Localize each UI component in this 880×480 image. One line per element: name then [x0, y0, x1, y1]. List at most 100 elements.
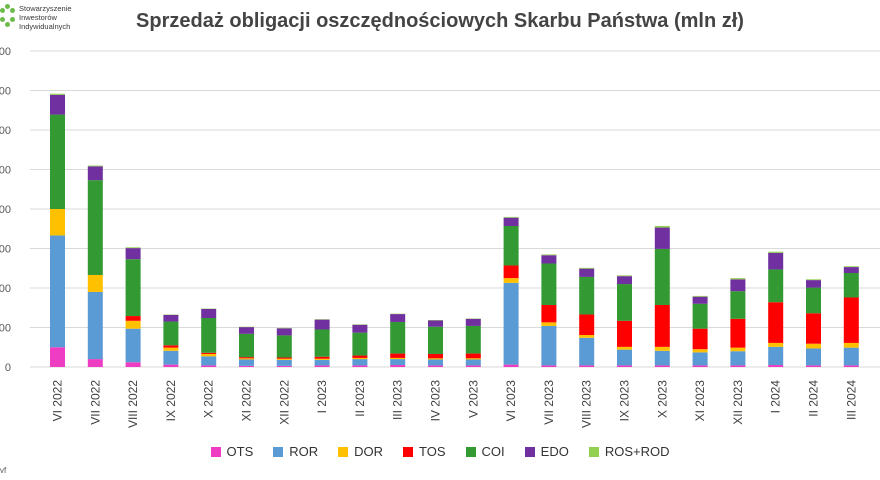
y-tick-label: 2000 [0, 283, 11, 295]
x-tick-label: VIII 2022 [126, 380, 140, 428]
bar-segment [730, 291, 746, 319]
legend-label: ROS+ROD [604, 444, 670, 459]
bar-segment [314, 329, 330, 357]
bar-segment [276, 358, 292, 360]
bar-segment [541, 325, 557, 366]
bar-segment [503, 225, 519, 266]
bar-segment [352, 355, 368, 358]
bar-segment [692, 295, 708, 297]
bar-segment [541, 304, 557, 323]
bar-segment [314, 359, 330, 366]
bar-segment [579, 337, 595, 366]
bar-segment [843, 347, 859, 366]
x-tick-label: VI 2022 [51, 380, 65, 422]
bar-segment [465, 353, 481, 359]
bar-segment [239, 359, 254, 366]
bar-segment [503, 282, 519, 365]
bar-segment [503, 278, 519, 283]
bar-segment [730, 279, 746, 292]
bar-segment [617, 349, 632, 366]
bar-segment [390, 321, 406, 354]
bar-segment [654, 304, 670, 347]
legend-label: COI [481, 444, 505, 459]
bar-segment [352, 357, 368, 360]
bar-segment [201, 356, 217, 366]
bar-segment [843, 365, 859, 367]
bar-segment [692, 296, 708, 304]
bar-segment [730, 318, 746, 348]
x-tick-label: III 2024 [844, 380, 858, 420]
bar-segment [806, 279, 821, 281]
x-tick-label: VII 2023 [542, 380, 556, 425]
logo-line-2: Inwestorów [19, 13, 57, 22]
bar-segment [654, 350, 670, 366]
x-tick-label: IX 2023 [618, 380, 632, 422]
x-tick-label: VII 2022 [88, 380, 102, 425]
bar-segment [276, 359, 292, 366]
legend-item: ROR [273, 444, 318, 459]
bar-segment [428, 320, 443, 327]
bar-segment [617, 275, 632, 277]
x-tick-label: I 2024 [769, 380, 783, 414]
bar-segment [50, 235, 65, 348]
x-tick-label: II 2023 [353, 380, 367, 417]
bar-segment [692, 303, 708, 329]
x-tick-label: X 2023 [655, 380, 669, 418]
x-tick-label: XI 2022 [240, 380, 254, 422]
bar-segment [125, 362, 141, 367]
bar-segment [692, 352, 708, 366]
bar-segment [617, 346, 632, 350]
bar-segment [352, 332, 368, 356]
bar-segment [579, 267, 595, 269]
bar-segment [768, 346, 784, 366]
bar-segment [201, 318, 217, 353]
bar-segment [541, 322, 557, 326]
bar-segment [50, 93, 65, 95]
bar-segment [239, 327, 254, 334]
bar-segment [276, 328, 292, 336]
bar-segment [239, 365, 254, 367]
legend-item: ROS+ROD [588, 444, 670, 459]
legend-label: TOS [419, 444, 446, 459]
bar-segment [390, 365, 406, 367]
legend-label: DOR [354, 444, 384, 459]
bar-segment [806, 365, 821, 367]
footer-note: vf [0, 466, 7, 475]
bar-segment [125, 316, 141, 321]
y-tick-label: 5000 [0, 165, 11, 177]
bar-segment [390, 314, 406, 322]
bar-segment [806, 280, 821, 288]
bar-segment [654, 227, 670, 249]
bar-segment [352, 365, 368, 367]
bar-segment [768, 342, 784, 347]
bar-segment [163, 314, 179, 322]
x-tick-label: IX 2022 [164, 380, 178, 422]
bar-segment [125, 320, 141, 329]
bar-segment [843, 342, 859, 348]
x-tick-label: VI 2023 [504, 380, 518, 422]
bar-segment [692, 349, 708, 353]
bar-segment [314, 358, 330, 360]
bar-segment [768, 251, 784, 253]
bar-segment [465, 358, 481, 360]
logo-text: Stowarzyszenie Inwestorów Indywidualnych [19, 4, 72, 31]
bar-segment [163, 350, 179, 365]
bar-segment [314, 356, 330, 359]
x-tick-label: III 2023 [391, 380, 405, 420]
bar-segment [428, 359, 443, 366]
logo-icon [0, 4, 16, 34]
bar-segment [428, 353, 443, 359]
bar-segment [201, 352, 217, 354]
x-tick-label: XII 2022 [277, 380, 291, 425]
bar-segment [390, 359, 406, 366]
legend-item: EDO [524, 444, 569, 459]
x-tick-label: X 2022 [202, 380, 216, 418]
bar-segment [730, 365, 746, 367]
bar-segment [239, 358, 254, 360]
bar-segment [390, 357, 406, 360]
bar-segment [314, 365, 330, 367]
legend-label: OTS [226, 444, 254, 459]
bar-segment [768, 365, 784, 367]
logo-line-1: Stowarzyszenie [19, 4, 72, 13]
x-tick-label: I 2023 [315, 380, 329, 414]
